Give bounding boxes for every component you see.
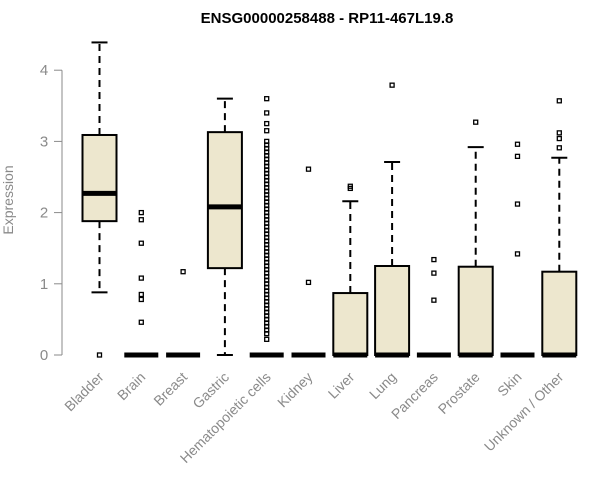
outlier-point xyxy=(347,185,353,192)
box-group-hematopoietic-cells xyxy=(249,96,284,358)
box-group-prostate xyxy=(457,119,494,358)
x-category-label: Unknown / Other xyxy=(481,369,567,455)
x-category-label: Skin xyxy=(494,369,525,400)
outlier-point xyxy=(96,352,103,358)
outlier-point xyxy=(138,291,144,298)
box-group-breast xyxy=(166,269,201,358)
outlier-point xyxy=(264,336,270,342)
outlier-point xyxy=(431,297,437,303)
box-group-pancreas xyxy=(416,256,451,358)
outlier-point xyxy=(305,279,312,286)
outlier-point xyxy=(264,330,270,337)
outlier-point xyxy=(264,96,270,102)
chart-title: ENSG00000258488 - RP11-467L19.8 xyxy=(201,10,454,27)
y-tick-label: 1 xyxy=(40,276,48,293)
outlier-point xyxy=(138,240,144,246)
outlier-point xyxy=(138,209,144,216)
box xyxy=(81,133,118,223)
y-tick-label: 2 xyxy=(40,205,48,222)
outlier-point xyxy=(514,141,521,147)
y-tick-label: 4 xyxy=(40,62,48,79)
y-axis-label: Expression xyxy=(0,165,16,234)
outlier-point xyxy=(473,119,479,125)
outlier-point xyxy=(514,201,521,207)
x-category-label: Prostate xyxy=(435,369,483,417)
outlier-point xyxy=(305,166,312,172)
outlier-point xyxy=(264,110,270,116)
plot-area xyxy=(81,41,578,358)
box xyxy=(541,270,578,357)
outlier-point xyxy=(138,296,144,303)
outlier-point xyxy=(556,98,562,104)
box-group-kidney xyxy=(291,166,326,358)
outlier-point xyxy=(556,135,562,142)
box-group-skin xyxy=(500,141,535,358)
outlier-point xyxy=(556,130,562,136)
y-tick-label: 3 xyxy=(40,133,48,150)
outlier-point xyxy=(180,269,186,275)
box-group-brain xyxy=(124,209,159,358)
outlier-point xyxy=(431,270,437,276)
x-category-label: Liver xyxy=(325,369,358,402)
outlier-point xyxy=(264,128,270,134)
box xyxy=(457,265,494,357)
outlier-point xyxy=(556,145,562,151)
y-axis: 0 1 2 3 4 xyxy=(40,62,63,364)
box xyxy=(374,265,411,356)
x-category-label: Kidney xyxy=(274,369,316,411)
box xyxy=(206,131,243,270)
outlier-point xyxy=(138,319,144,325)
x-category-label: Lung xyxy=(366,369,399,402)
box xyxy=(332,292,369,356)
box-group-liver xyxy=(332,183,369,358)
outlier-point xyxy=(389,82,395,88)
box-group-bladder xyxy=(81,41,118,358)
box-group-lung xyxy=(374,82,411,358)
y-tick-label: 0 xyxy=(40,347,48,364)
outlier-point xyxy=(514,251,521,257)
box-group-unknown-other xyxy=(541,98,578,358)
x-category-label: Brain xyxy=(114,369,148,403)
outlier-point xyxy=(431,256,437,263)
outlier-point xyxy=(138,217,144,223)
x-category-label: Breast xyxy=(150,369,190,409)
outlier-point xyxy=(138,275,144,281)
box-group-gastric xyxy=(206,97,243,356)
outlier-point xyxy=(264,120,270,127)
outlier-point xyxy=(514,153,521,160)
x-category-label: Bladder xyxy=(61,369,107,415)
